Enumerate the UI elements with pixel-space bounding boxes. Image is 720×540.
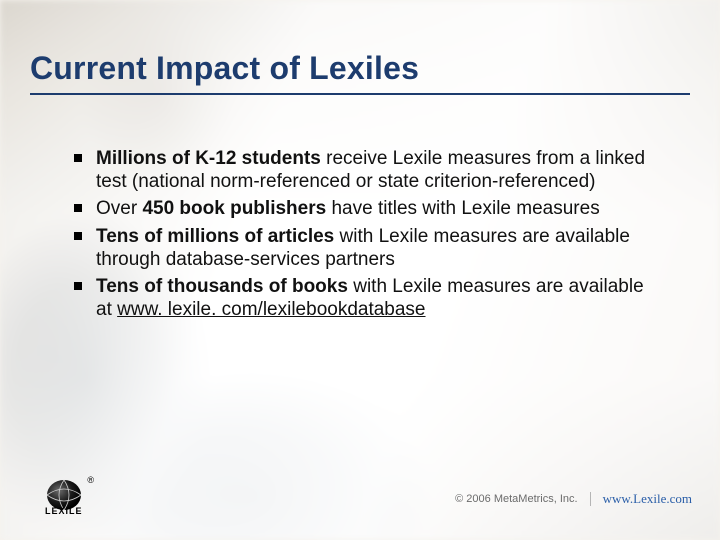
slide-footer: ® LEXILE © 2006 MetaMetrics, Inc. www.Le… [0, 472, 720, 526]
lexile-logo: ® LEXILE [40, 479, 88, 519]
footer-url: www.Lexile.com [603, 491, 692, 507]
bullet-link-text: www. lexile. com/lexilebookdatabase [117, 299, 425, 320]
bullet-text: have titles with Lexile measures [326, 198, 600, 219]
bullet-text: Over [96, 198, 142, 219]
bullet-bold-text: Tens of millions of articles [96, 226, 334, 247]
slide-title: Current Impact of Lexiles [30, 50, 690, 87]
bullet-item: Millions of K-12 students receive Lexile… [96, 147, 646, 193]
bullet-item: Tens of thousands of books with Lexile m… [96, 275, 646, 321]
bullet-bold-text: Tens of thousands of books [96, 276, 348, 297]
bullet-item: Over 450 book publishers have titles wit… [96, 197, 646, 220]
footer-right: © 2006 MetaMetrics, Inc. www.Lexile.com [455, 491, 692, 507]
footer-divider [590, 492, 591, 506]
bullet-bold-text: 450 book publishers [142, 198, 326, 219]
bullet-list: Millions of K-12 students receive Lexile… [0, 103, 720, 321]
copyright-text: © 2006 MetaMetrics, Inc. [455, 493, 577, 505]
registered-mark: ® [87, 475, 94, 485]
title-area: Current Impact of Lexiles [0, 0, 720, 103]
lexile-logo-text: LEXILE [45, 506, 83, 516]
bullet-bold-text: Millions of K-12 students [96, 148, 321, 169]
slide-content: Current Impact of Lexiles Millions of K-… [0, 0, 720, 540]
title-underline [30, 93, 690, 95]
bullet-item: Tens of millions of articles with Lexile… [96, 225, 646, 271]
